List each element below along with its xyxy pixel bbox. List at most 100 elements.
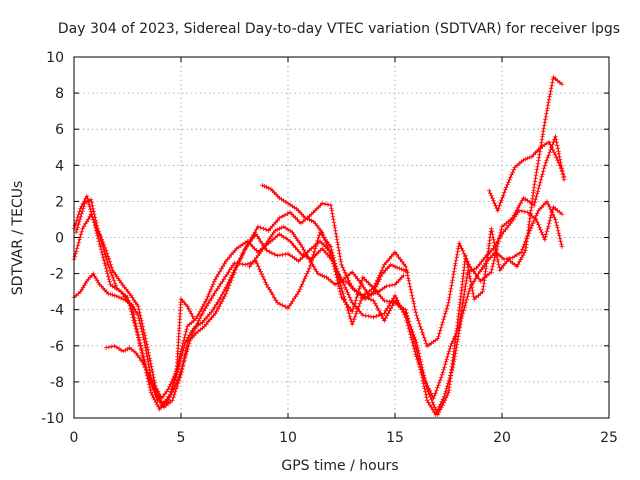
data-point: + <box>210 291 216 301</box>
data-point: + <box>542 235 548 245</box>
data-point: + <box>302 248 308 258</box>
data-point: + <box>335 279 341 289</box>
data-point: + <box>242 246 248 256</box>
data-point: + <box>380 314 386 324</box>
data-point: + <box>307 212 313 222</box>
data-point: + <box>173 381 179 391</box>
data-point: + <box>495 206 501 216</box>
data-point: + <box>318 226 324 236</box>
data-point: + <box>105 258 111 268</box>
data-point: + <box>177 312 183 322</box>
data-point: + <box>228 273 234 283</box>
data-point: + <box>255 232 261 242</box>
x-axis-label: GPS time / hours <box>281 458 398 474</box>
data-point: + <box>199 305 205 315</box>
data-point: + <box>511 166 517 176</box>
data-point: + <box>80 200 86 210</box>
data-point: + <box>84 277 90 287</box>
data-point: + <box>230 249 236 259</box>
data-point: + <box>381 268 387 278</box>
data-point: + <box>137 317 143 327</box>
data-point: + <box>540 230 546 240</box>
data-point: + <box>177 321 183 331</box>
data-point: + <box>185 333 191 343</box>
data-point: + <box>338 290 344 300</box>
data-point: + <box>74 216 80 226</box>
data-point: + <box>401 308 407 318</box>
data-point: + <box>531 189 537 199</box>
data-point: + <box>149 365 155 375</box>
data-point: + <box>508 173 514 183</box>
data-point: + <box>198 320 204 330</box>
data-point: + <box>100 242 106 252</box>
data-point: + <box>440 401 446 411</box>
data-point: + <box>128 304 134 314</box>
data-point: + <box>434 408 440 418</box>
data-point: + <box>340 290 346 300</box>
data-point: + <box>387 307 393 317</box>
data-point: + <box>407 282 413 292</box>
data-point: + <box>245 241 251 251</box>
data-point: + <box>480 285 486 295</box>
data-point: + <box>340 278 346 288</box>
data-point: + <box>133 322 139 332</box>
data-point: + <box>545 153 551 163</box>
data-point: + <box>114 292 120 302</box>
data-point: + <box>72 252 78 262</box>
data-point: + <box>283 224 289 234</box>
data-point: + <box>311 262 317 272</box>
data-point: + <box>178 295 184 305</box>
data-point: + <box>332 221 338 231</box>
data-point: + <box>118 294 124 304</box>
data-point: + <box>439 398 445 408</box>
data-point: + <box>456 309 462 319</box>
data-point: + <box>164 397 170 407</box>
data-point: + <box>209 308 215 318</box>
data-point: + <box>463 279 469 289</box>
data-point: + <box>452 264 458 274</box>
data-point: + <box>552 135 558 145</box>
data-point: + <box>544 227 550 237</box>
data-point: + <box>537 181 543 191</box>
data-point: + <box>491 238 497 248</box>
data-point: + <box>465 271 471 281</box>
data-point: + <box>223 283 229 293</box>
data-point: + <box>351 315 357 325</box>
data-point: + <box>543 112 549 122</box>
data-point: + <box>347 293 353 303</box>
data-point: + <box>135 333 141 343</box>
series-layer: + + + + + + + + + + + + + + + + + + + + + + + + + + + + + + + + + + + + + + + +… <box>71 73 567 420</box>
data-point: + <box>237 260 243 270</box>
data-point: + <box>512 252 518 262</box>
data-point: + <box>417 355 423 365</box>
data-point: + <box>490 194 496 204</box>
data-point: + <box>287 208 293 218</box>
data-point: + <box>451 270 457 280</box>
data-point: + <box>269 249 275 259</box>
data-point: + <box>103 344 109 354</box>
data-point: + <box>471 277 477 287</box>
data-point: + <box>362 275 368 285</box>
data-point: + <box>349 284 355 294</box>
data-point: + <box>533 171 539 181</box>
data-point: + <box>168 380 174 390</box>
data-point: + <box>526 220 532 230</box>
data-point: + <box>132 316 138 326</box>
data-point: + <box>546 219 552 229</box>
data-point: + <box>501 221 507 231</box>
data-point: + <box>374 302 380 312</box>
data-point: + <box>559 243 565 253</box>
data-point: + <box>292 232 298 242</box>
data-point: + <box>275 216 281 226</box>
data-point: + <box>271 228 277 238</box>
data-point: + <box>385 256 391 266</box>
data-point: + <box>536 156 542 166</box>
data-point: + <box>536 145 542 155</box>
data-point: + <box>385 304 391 314</box>
data-point: + <box>382 284 388 294</box>
data-point: + <box>273 190 279 200</box>
data-point: + <box>455 335 461 345</box>
data-point: + <box>72 222 78 232</box>
data-point: + <box>524 240 530 250</box>
data-point: + <box>77 233 83 243</box>
